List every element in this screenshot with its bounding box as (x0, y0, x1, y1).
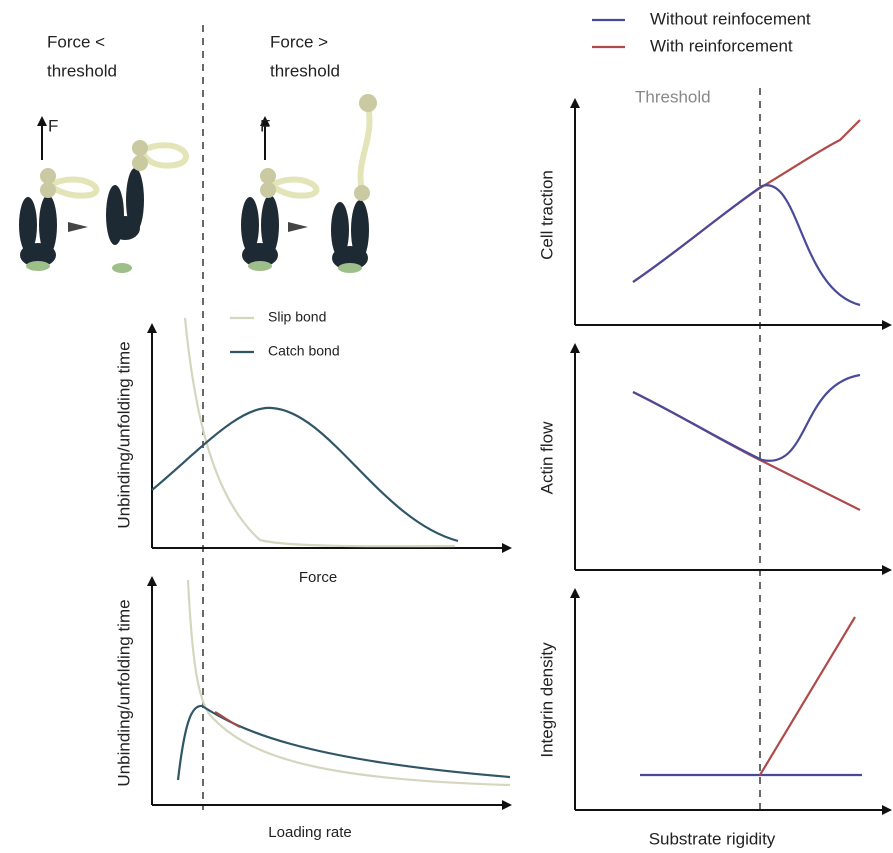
y-axis-label: Unbinding/unfolding time (114, 341, 133, 528)
threshold-label: Threshold (635, 87, 711, 106)
x-axis-label: Loading rate (268, 824, 351, 841)
heading: threshold (270, 61, 340, 80)
catch-bond-curve (176, 704, 511, 781)
y-axis-label: Integrin density (537, 642, 556, 758)
force-label: F (48, 116, 58, 135)
with-curve (759, 616, 856, 776)
y-axis-label: Cell traction (537, 170, 556, 260)
reinforcement-segment (214, 711, 241, 728)
slip-bond-curve (183, 317, 456, 548)
without-curve (632, 184, 861, 307)
x-axis-label: Force (299, 569, 337, 586)
heading: Force > (270, 32, 328, 51)
molecule-schematic: F F (19, 94, 377, 273)
force-label: F (260, 116, 270, 135)
legend-label: With reinforcement (650, 36, 793, 55)
y-axis-label: Actin flow (537, 421, 556, 494)
y-axis-label: Unbinding/unfolding time (114, 599, 133, 786)
heading: threshold (47, 61, 117, 80)
slip-bond-curve (186, 579, 511, 787)
heading: Force < (47, 32, 105, 51)
without-curve (632, 373, 861, 462)
catch-bond-curve (151, 406, 459, 543)
legend-label: Slip bond (268, 309, 326, 325)
legend-label: Without reinfocement (650, 9, 811, 28)
x-axis-label: Substrate rigidity (649, 829, 776, 848)
legend-label: Catch bond (268, 343, 340, 359)
